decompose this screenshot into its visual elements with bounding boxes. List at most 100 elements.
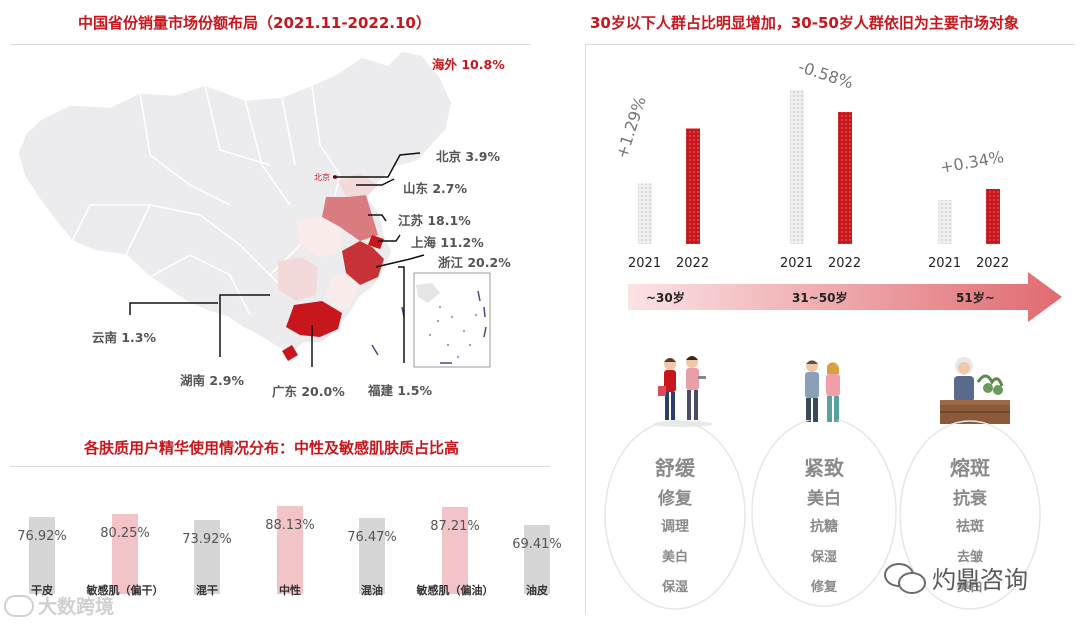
age-bar-0-2021 [638,183,652,244]
region-label-zhejiang: 浙江 20.2% [438,255,511,270]
skin-bar-value-3: 88.13% [265,517,315,533]
skin-bar-value-4: 76.47% [347,529,397,545]
skin-chart-title: 各肤质用户精华使用情况分布：中性及敏感肌肤质占比高 [84,439,460,457]
region-label-jiangsu: 江苏 18.1% [398,213,471,228]
skin-bar-category-0: 干皮 [31,584,53,597]
skin-bar-value-2: 73.92% [182,532,232,548]
age-year-label-2-0: 2021 [928,256,962,271]
need-2-line-4: 美白 [956,580,983,595]
south-sea-inset [413,272,491,368]
leader-lines [129,152,425,367]
region-label-shanghai: 上海 11.2% [411,235,484,250]
arrow-label-under30: ~30岁 [646,291,685,305]
age-year-label-1-1: 2022 [828,256,862,271]
age-year-label-2-1: 2022 [976,256,1010,271]
shanghai-shape [368,235,384,249]
watermark-left: 大数跨境 [4,592,114,619]
divider-top-left [10,44,530,45]
need-0-line-4: 保湿 [661,580,688,595]
region-label-shandong: 山东 2.7% [403,181,468,196]
arrow-label-over51: 51岁~ [956,291,995,305]
need-0-line-0: 舒缓 [655,456,695,480]
middle-age-couple-illustration [805,360,840,422]
skin-bar-1 [112,513,138,594]
need-1-line-1: 美白 [807,489,841,509]
age-year-label-0-0: 2021 [628,256,662,271]
watermark-left-icon [4,594,34,617]
skin-bar-chart: 76.92% 干皮 80.25% 敏感肌（偏干） 73.92% 混干 88.13% 中性 76.… [0,466,580,606]
divider-top-right [585,44,1075,45]
need-1-line-4: 修复 [810,580,837,595]
south-sea-islands [428,305,478,359]
skin-bar-value-5: 87.21% [430,518,480,534]
beijing-marker: 北京 [314,173,330,182]
south-sea-dashes [371,290,487,364]
region-label-yunnan: 云南 1.3% [92,330,157,345]
skin-bar-category-4: 混油 [361,584,383,597]
hunan-shape [278,257,318,301]
skin-bar-category-2: 混干 [196,584,218,597]
elderly-gardener-illustration [940,357,1010,424]
need-circle-2 [751,420,897,607]
needs-circles [604,420,1041,610]
fujian-shape [326,273,360,311]
skin-bar-value-6: 69.41% [512,536,562,552]
skin-bar-2 [194,520,220,594]
map-title: 中国省份销量市场份额布局（2021.11-2022.10） [78,14,431,32]
need-0-line-3: 美白 [661,550,688,565]
young-women-illustration [653,356,713,427]
south-sea-coast [416,283,440,303]
guangdong-shape [286,301,342,337]
watermark-right: 灼鼎咨询 [884,560,1028,595]
overseas-label: 海外 10.8% [432,57,505,72]
age-bar-2-2022 [986,189,1000,244]
age-bar-0-2022 [686,128,700,244]
need-1-line-2: 抗糖 [810,519,838,535]
mainland-shape [17,50,453,354]
age-arrow [628,272,1062,322]
panel-separator [585,44,586,614]
need-2-line-0: 熔斑 [950,456,990,480]
age-year-label-1-0: 2021 [780,256,814,271]
skin-bar-category-3: 中性 [279,584,301,597]
skin-bar-0 [29,517,55,594]
need-1-line-0: 紧致 [804,456,844,480]
skin-bar-3 [277,505,303,594]
region-label-beijing: 北京 3.9% [436,149,501,164]
need-2-line-2: 祛斑 [956,519,984,535]
age-bar-1-2022 [838,112,852,244]
age-bar-chart [638,90,1000,244]
need-circle-3 [899,420,1041,610]
china-map [17,50,491,368]
watermark-left-text: 大数跨境 [38,596,115,618]
divider-bottom-left [10,466,550,467]
age-title: 30岁以下人群占比明显增加，30-50岁人群依旧为主要市场对象 [590,14,1019,32]
need-1-line-3: 保湿 [810,550,837,565]
need-circle-1 [604,420,746,610]
need-2-line-3: 去皱 [956,550,983,565]
skin-bar-6 [524,524,550,594]
age-year-label-0-1: 2022 [676,256,710,271]
region-label-guangdong: 广东 20.0% [272,384,345,399]
skin-bar-category-6: 油皮 [526,584,548,597]
need-0-line-1: 修复 [658,489,692,509]
skin-bar-5 [442,506,468,594]
anhui-shape [296,217,342,257]
skin-bar-4 [359,517,385,594]
skin-bar-value-0: 76.92% [17,529,67,545]
arrow-label-31-50: 31~50岁 [792,291,848,305]
age-bar-1-2021 [790,90,804,244]
hainan-shape [282,345,298,361]
zhejiang-shape [342,241,384,285]
skin-bar-category-5: 敏感肌（偏油） [416,584,494,597]
need-2-line-1: 抗衰 [953,489,987,509]
skin-bar-value-1: 80.25% [100,525,150,541]
region-label-hunan: 湖南 2.9% [180,373,245,388]
region-label-fujian: 福建 1.5% [368,383,433,398]
wechat-icon [884,562,926,594]
need-0-line-2: 调理 [661,519,689,535]
watermark-right-text: 灼鼎咨询 [932,566,1028,594]
jiangsu-shape [322,195,378,241]
skin-bar-category-1: 敏感肌（偏干） [86,584,164,597]
age-bar-2-2021 [938,200,952,244]
